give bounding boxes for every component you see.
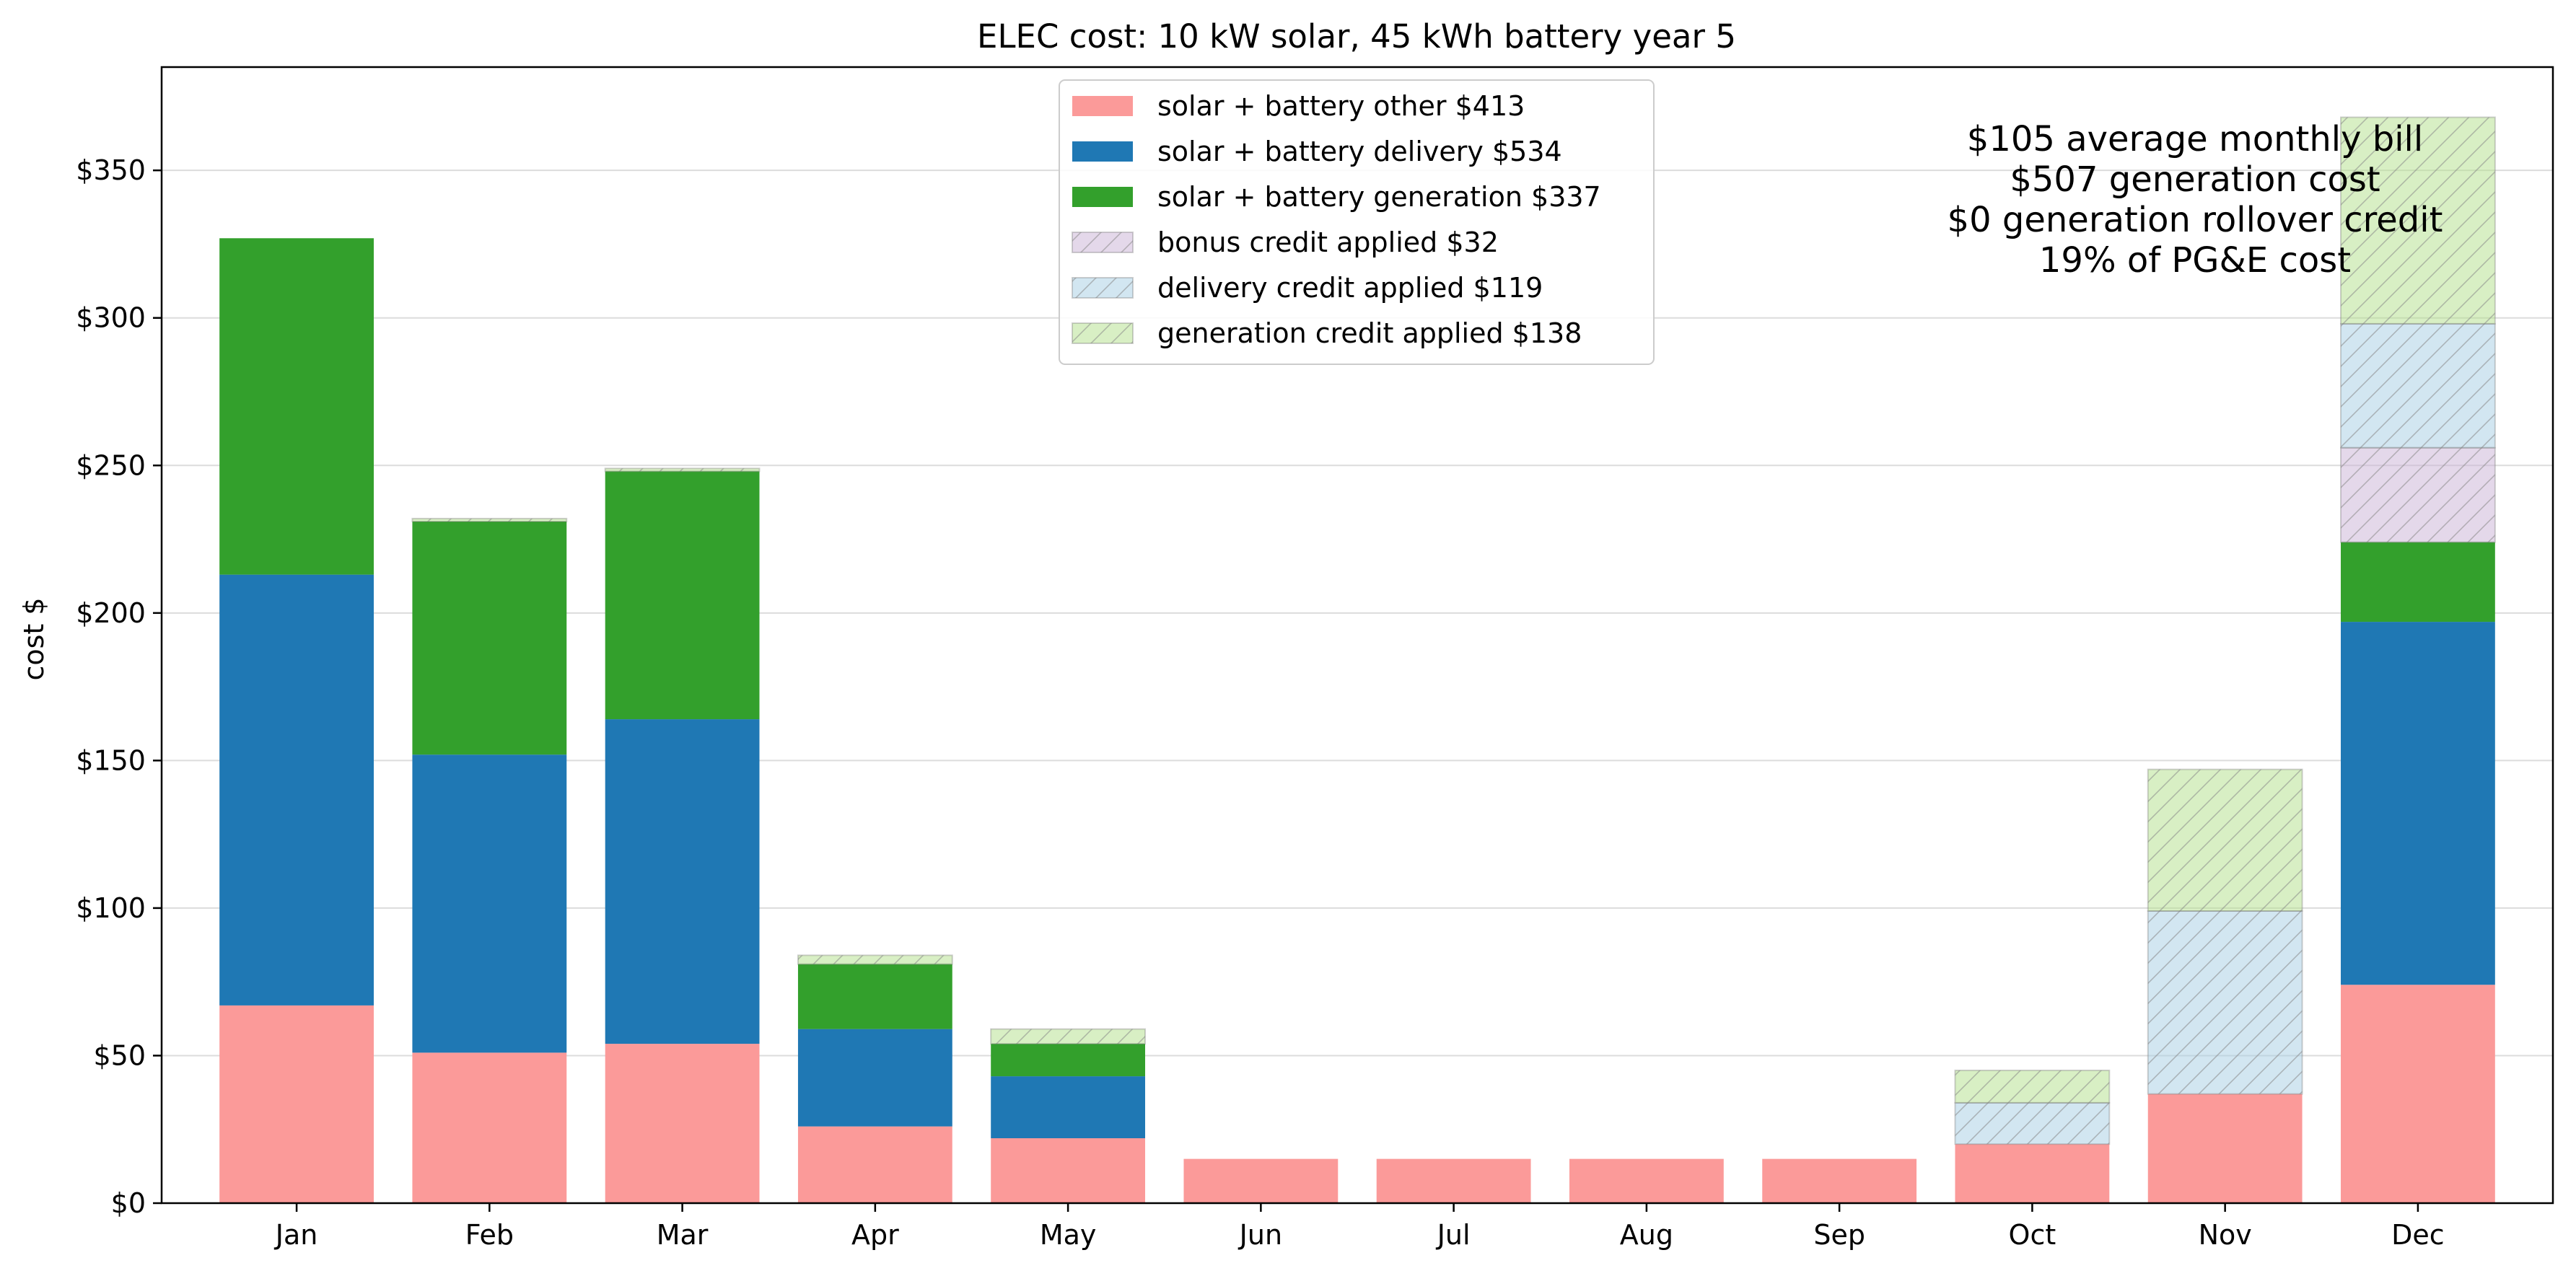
x-tick-label: Oct xyxy=(2009,1219,2056,1251)
x-tick-label: Jan xyxy=(274,1219,318,1251)
bar-jun-series-0 xyxy=(1183,1158,1339,1203)
bar-nov-series-5 xyxy=(2147,768,2303,912)
bar-may-series-1 xyxy=(991,1076,1146,1138)
bar-may-series-2 xyxy=(991,1044,1146,1077)
bar-dec-series-4 xyxy=(2340,322,2496,449)
bar-mar-series-0 xyxy=(605,1044,760,1203)
bar-mar-series-5 xyxy=(604,467,761,472)
bar-nov-series-0 xyxy=(2147,1094,2303,1203)
bar-feb-series-2 xyxy=(412,522,567,755)
bar-feb-series-5 xyxy=(411,517,568,523)
legend-swatch xyxy=(1072,322,1134,344)
legend-label: solar + battery other $413 xyxy=(1157,90,1525,122)
bars xyxy=(219,116,2496,1203)
x-tick-label: Jul xyxy=(1436,1219,1471,1251)
y-tick-label: $200 xyxy=(76,597,146,629)
summary-annotation: $0 generation rollover credit xyxy=(1948,200,2443,240)
bar-dec-series-3 xyxy=(2340,446,2496,543)
legend-label: solar + battery generation $337 xyxy=(1157,181,1601,213)
bar-oct-series-5 xyxy=(1954,1069,2111,1104)
legend-label: delivery credit applied $119 xyxy=(1157,272,1543,304)
bar-sep-series-0 xyxy=(1762,1158,1917,1203)
bar-apr-series-2 xyxy=(797,964,952,1029)
axes: $0 $50 $100 $150 $200 $250 $300 $350 Jan Feb Mar Ap… xyxy=(76,66,2554,1251)
x-tick-label: Mar xyxy=(657,1219,709,1251)
bar-jan-series-1 xyxy=(219,574,374,1006)
bar-jan-series-2 xyxy=(219,238,374,575)
x-tick-label: Sep xyxy=(1813,1219,1865,1251)
legend-swatch xyxy=(1072,277,1134,299)
bar-aug-series-0 xyxy=(1569,1158,1724,1203)
bar-nov-series-4 xyxy=(2147,910,2303,1095)
bar-jul-series-0 xyxy=(1376,1158,1531,1203)
legend-label: bonus credit applied $32 xyxy=(1157,226,1499,258)
x-tick-label: May xyxy=(1040,1219,1097,1251)
chart-title: ELEC cost: 10 kW solar, 45 kWh battery y… xyxy=(977,17,1736,56)
y-tick-label: $50 xyxy=(93,1039,146,1071)
legend-swatch xyxy=(1072,141,1133,162)
summary-annotation: $507 generation cost xyxy=(2010,159,2380,200)
plot-frame xyxy=(160,66,2554,1205)
bar-oct-series-4 xyxy=(1954,1101,2111,1145)
bar-dec-series-0 xyxy=(2341,985,2495,1203)
bar-feb-series-1 xyxy=(412,754,567,1053)
legend-swatch xyxy=(1072,232,1134,253)
y-tick-label: $350 xyxy=(76,154,146,186)
bar-may-series-0 xyxy=(991,1138,1146,1203)
bar-dec-series-1 xyxy=(2341,622,2495,985)
x-tick-label: Feb xyxy=(465,1219,514,1251)
summary-annotations: $105 average monthly bill$507 generation… xyxy=(1948,119,2443,281)
bar-may-series-5 xyxy=(990,1028,1147,1045)
legend-box xyxy=(1059,79,1655,365)
y-tick-label: $250 xyxy=(76,449,146,481)
bar-apr-series-5 xyxy=(797,954,953,965)
y-tick-label: $100 xyxy=(76,892,146,924)
x-tick-label: Dec xyxy=(2391,1219,2445,1251)
legend-swatch xyxy=(1072,187,1133,207)
bar-mar-series-1 xyxy=(605,719,760,1044)
legend-label: generation credit applied $138 xyxy=(1157,317,1582,349)
y-axis-label: cost $ xyxy=(18,597,50,680)
x-tick-label: Nov xyxy=(2199,1219,2252,1251)
legend-swatch xyxy=(1072,96,1133,116)
bar-oct-series-0 xyxy=(1955,1144,2110,1203)
bar-jan-series-0 xyxy=(219,1005,374,1203)
summary-annotation: 19% of PG&E cost xyxy=(2039,240,2351,281)
y-tick-label: $300 xyxy=(76,302,146,334)
x-tick-label: Aug xyxy=(1620,1219,1673,1251)
bar-apr-series-1 xyxy=(797,1029,952,1127)
x-tick-label: Jun xyxy=(1238,1219,1282,1251)
bar-dec-series-5 xyxy=(2340,116,2496,325)
x-tick-label: Apr xyxy=(851,1219,899,1251)
legend-label: solar + battery delivery $534 xyxy=(1157,136,1562,167)
y-tick-label: $150 xyxy=(76,744,146,776)
y-tick-label: $0 xyxy=(111,1187,146,1219)
bar-apr-series-0 xyxy=(797,1126,952,1203)
legend: solar + battery other $413 solar + batter… xyxy=(1059,79,1655,365)
summary-annotation: $105 average monthly bill xyxy=(1967,119,2423,159)
bar-dec-series-2 xyxy=(2341,542,2495,622)
bar-feb-series-0 xyxy=(412,1052,567,1203)
bar-mar-series-2 xyxy=(605,471,760,720)
